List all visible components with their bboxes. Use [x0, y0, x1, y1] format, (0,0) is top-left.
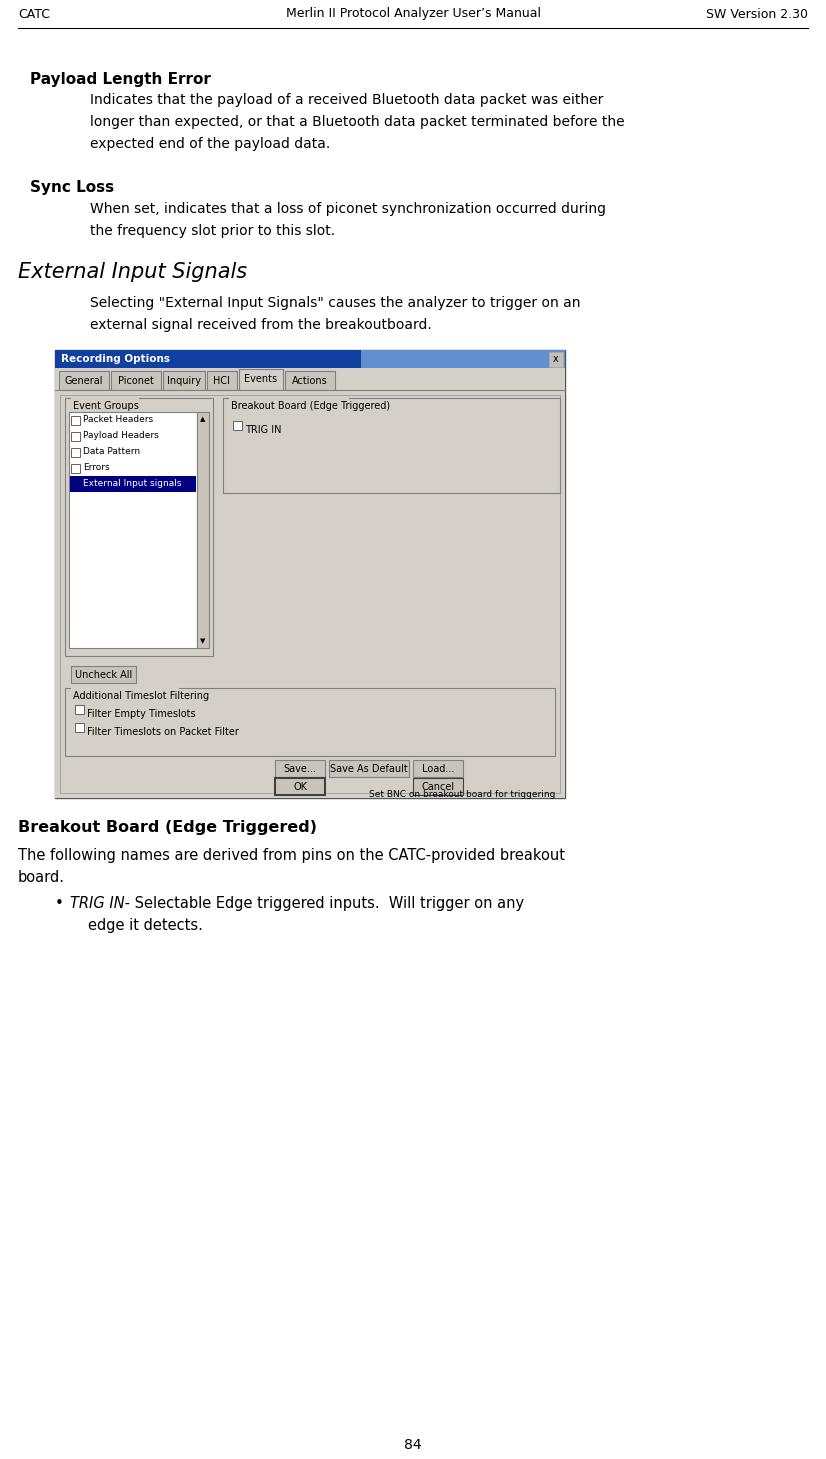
Text: Cancel: Cancel [421, 782, 454, 791]
Text: Breakout Board (Edge Triggered): Breakout Board (Edge Triggered) [231, 401, 390, 411]
Text: 84: 84 [404, 1439, 422, 1452]
Bar [55, 350, 361, 368]
Text: HCI: HCI [213, 375, 230, 385]
Bar [71, 665, 136, 683]
Bar [197, 411, 209, 648]
Bar [223, 398, 560, 493]
Bar [163, 371, 205, 390]
Text: ▲: ▲ [201, 416, 206, 422]
Bar [55, 368, 565, 390]
Text: the frequency slot prior to this slot.: the frequency slot prior to this slot. [90, 225, 335, 238]
Text: Additional Timeslot Filtering: Additional Timeslot Filtering [73, 692, 209, 700]
Text: Load...: Load... [422, 763, 454, 773]
Bar [413, 760, 463, 778]
Bar [59, 371, 109, 390]
Bar [71, 686, 179, 696]
Bar [55, 390, 565, 798]
Bar [233, 422, 242, 430]
Bar [285, 371, 335, 390]
Text: Piconet: Piconet [118, 375, 154, 385]
Text: Actions: Actions [292, 375, 328, 385]
Bar [71, 480, 80, 489]
Bar [71, 432, 80, 441]
Text: Events: Events [244, 375, 278, 385]
Text: OK: OK [293, 782, 307, 791]
Text: Packet Headers: Packet Headers [83, 416, 153, 425]
Bar [71, 464, 80, 473]
Bar [549, 352, 563, 368]
Text: Uncheck All: Uncheck All [75, 670, 132, 680]
Bar [65, 689, 555, 756]
Bar [71, 416, 80, 425]
Bar [275, 778, 325, 795]
Text: Merlin II Protocol Analyzer User’s Manual: Merlin II Protocol Analyzer User’s Manua… [286, 7, 540, 20]
Bar [70, 476, 196, 492]
Bar [60, 395, 560, 794]
Text: TRIG IN: TRIG IN [245, 425, 282, 435]
Bar [75, 705, 84, 713]
Text: Breakout Board (Edge Triggered): Breakout Board (Edge Triggered) [18, 820, 317, 835]
Bar [239, 369, 283, 390]
Text: Set BNC on breakout board for triggering: Set BNC on breakout board for triggering [368, 789, 555, 800]
Text: •: • [55, 896, 64, 910]
Bar [71, 448, 80, 457]
Text: longer than expected, or that a Bluetooth data packet terminated before the: longer than expected, or that a Bluetoot… [90, 115, 624, 128]
Bar [69, 411, 197, 648]
Text: External Input signals: External Input signals [83, 480, 182, 489]
Text: Errors: Errors [83, 464, 110, 473]
Text: CATC: CATC [18, 7, 50, 20]
Text: SW Version 2.30: SW Version 2.30 [706, 7, 808, 20]
Bar [207, 371, 237, 390]
Bar [413, 778, 463, 795]
Text: Filter Empty Timeslots: Filter Empty Timeslots [87, 709, 196, 719]
Text: When set, indicates that a loss of piconet synchronization occurred during: When set, indicates that a loss of picon… [90, 201, 606, 216]
Text: Recording Options: Recording Options [61, 355, 170, 363]
Text: External Input Signals: External Input Signals [18, 263, 247, 282]
Bar [329, 760, 409, 778]
Bar [229, 395, 349, 406]
Text: Sync Loss: Sync Loss [30, 179, 114, 196]
Bar [55, 350, 565, 798]
Text: The following names are derived from pins on the CATC-provided breakout: The following names are derived from pin… [18, 848, 565, 864]
Text: edge it detects.: edge it detects. [88, 918, 203, 932]
Text: Indicates that the payload of a received Bluetooth data packet was either: Indicates that the payload of a received… [90, 93, 603, 107]
Text: - Selectable Edge triggered inputs.  Will trigger on any: - Selectable Edge triggered inputs. Will… [120, 896, 525, 910]
Bar [65, 398, 213, 657]
Text: external signal received from the breakoutboard.: external signal received from the breako… [90, 318, 432, 333]
Text: Event Groups: Event Groups [73, 401, 139, 411]
Text: TRIG IN: TRIG IN [70, 896, 125, 910]
Text: ▼: ▼ [201, 638, 206, 643]
Text: Payload Headers: Payload Headers [83, 432, 159, 441]
Text: Inquiry: Inquiry [167, 375, 201, 385]
Text: Save...: Save... [283, 763, 316, 773]
Text: General: General [64, 375, 103, 385]
Bar [71, 395, 139, 406]
Bar [361, 350, 565, 368]
Text: board.: board. [18, 870, 65, 886]
Bar [111, 371, 161, 390]
Text: Payload Length Error: Payload Length Error [30, 71, 211, 88]
Text: Data Pattern: Data Pattern [83, 448, 140, 457]
Text: expected end of the payload data.: expected end of the payload data. [90, 137, 330, 150]
Bar [75, 724, 84, 732]
Text: Filter Timeslots on Packet Filter: Filter Timeslots on Packet Filter [87, 727, 239, 737]
Text: x: x [553, 355, 559, 363]
Text: Save As Default: Save As Default [330, 763, 408, 773]
Bar [275, 760, 325, 778]
Text: Selecting "External Input Signals" causes the analyzer to trigger on an: Selecting "External Input Signals" cause… [90, 296, 581, 309]
